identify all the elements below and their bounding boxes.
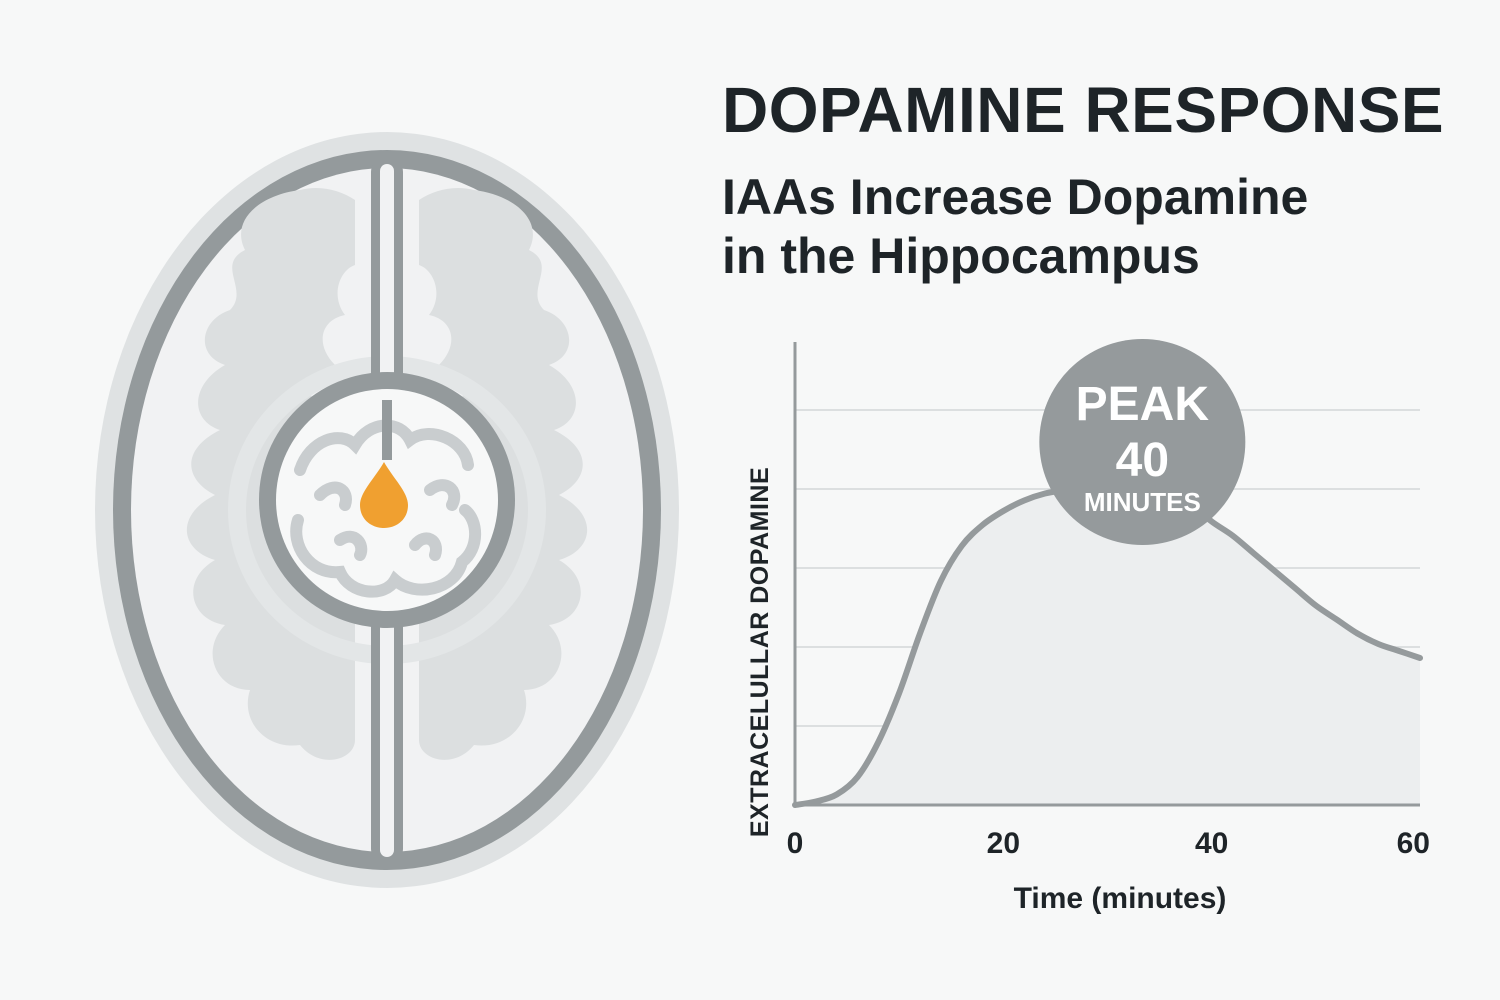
y-axis-title: EXTRACELULLAR DOPAMINE bbox=[746, 467, 774, 837]
subtitle-line-1: IAAs Increase Dopamine bbox=[722, 169, 1309, 225]
page-subtitle: IAAs Increase Dopamine in the Hippocampu… bbox=[722, 168, 1308, 286]
x-tick-label: 0 bbox=[787, 827, 804, 860]
peak-annotation: PEAK 40 MINUTES bbox=[1039, 339, 1246, 545]
dopamine-drop-icon bbox=[360, 462, 408, 528]
page-title: DOPAMINE RESPONSE bbox=[722, 74, 1445, 146]
peak-unit: MINUTES bbox=[1084, 487, 1201, 517]
x-tick-labels: 0 20 40 60 bbox=[787, 827, 1430, 860]
x-tick-label: 60 bbox=[1397, 827, 1430, 860]
x-tick-label: 20 bbox=[987, 827, 1020, 860]
peak-badge-circle bbox=[1039, 339, 1246, 545]
subtitle-line-2: in the Hippocampus bbox=[722, 228, 1200, 284]
peak-value: 40 bbox=[1116, 434, 1169, 487]
central-fissure bbox=[382, 400, 392, 460]
x-axis-title: Time (minutes) bbox=[1014, 882, 1227, 915]
brain-illustration bbox=[95, 132, 679, 888]
x-tick-label: 40 bbox=[1195, 827, 1228, 860]
peak-label: PEAK bbox=[1076, 378, 1210, 431]
